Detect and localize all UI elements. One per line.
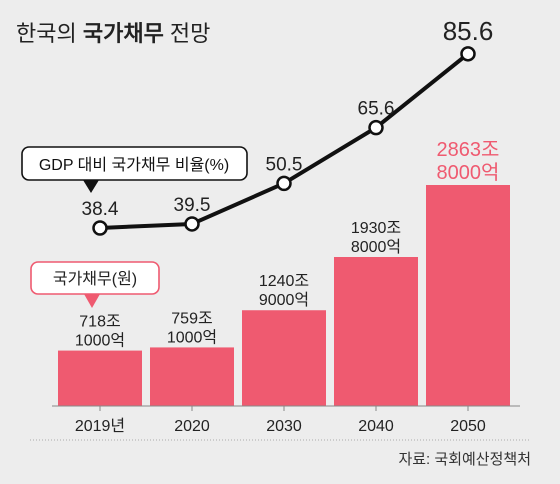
- x-tick-label-2: 2030: [266, 418, 302, 435]
- chart-title: 한국의 국가채무 전망: [16, 21, 210, 46]
- debt-bar-4: [426, 185, 510, 406]
- ratio-legend: GDP 대비 국가채무 비율(%): [21, 146, 248, 193]
- debt-label-4-line2: 8000억: [437, 161, 500, 184]
- debt-label-3-line2: 8000억: [351, 238, 401, 256]
- debt-bar-2: [242, 310, 326, 406]
- chart-title-prefix: 한국의: [16, 21, 83, 46]
- chart-title-bold: 국가채무: [83, 21, 164, 46]
- bars-layer: 718조1000억759조1000억1240조9000억1930조8000억28…: [58, 139, 510, 406]
- line-layer: 38.4 39.5 50.5 65.6 85.6: [82, 16, 494, 236]
- ratio-point-3: [368, 119, 384, 136]
- debt-bar-0: [58, 350, 142, 406]
- x-tick-label-0: 2019년: [75, 417, 125, 435]
- ratio-legend-box: [21, 146, 248, 181]
- debt-label-0-line2: 1000억: [75, 332, 125, 350]
- debt-legend-pointer: [84, 294, 100, 308]
- debt-label-2-line1: 1240조: [259, 273, 309, 290]
- ratio-legend-pointer: [83, 180, 99, 193]
- ratio-value-3: 65.6: [358, 99, 395, 120]
- debt-label-0-line1: 718조: [79, 314, 120, 331]
- x-tick-label-4: 2050: [450, 418, 486, 435]
- debt-label-4-line1: 2863조: [437, 139, 500, 161]
- debt-label-1-line2: 1000억: [167, 328, 217, 346]
- debt-bar-3: [334, 256, 418, 406]
- x-tick-label-3: 2040: [358, 418, 394, 435]
- debt-label-2-line2: 9000억: [259, 291, 309, 309]
- debt-label-3-line1: 1930조: [351, 220, 401, 237]
- ratio-point-1: [184, 216, 200, 232]
- ratio-value-4: 85.6: [443, 16, 494, 46]
- ratio-value-1: 39.5: [174, 195, 211, 216]
- chart-title-suffix: 전망: [164, 21, 211, 46]
- ratio-legend-label: GDP 대비 국가채무 비율(%): [39, 156, 229, 174]
- ratio-point-4: [460, 46, 476, 62]
- ticks-layer: 2019년 2020 2030 2040 2050: [75, 406, 486, 435]
- debt-label-1-line1: 759조: [171, 310, 212, 327]
- ratio-value-0: 38.4: [82, 199, 119, 220]
- x-tick-label-1: 2020: [174, 418, 210, 435]
- source-note: 자료: 국회예산정책처: [398, 451, 531, 468]
- ratio-point-0: [92, 220, 108, 236]
- debt-bar-1: [150, 347, 234, 406]
- debt-legend: 국가채무(원): [30, 261, 160, 308]
- ratio-value-2: 50.5: [266, 154, 303, 175]
- debt-legend-label: 국가채무(원): [53, 270, 137, 288]
- ratio-point-2: [276, 175, 292, 192]
